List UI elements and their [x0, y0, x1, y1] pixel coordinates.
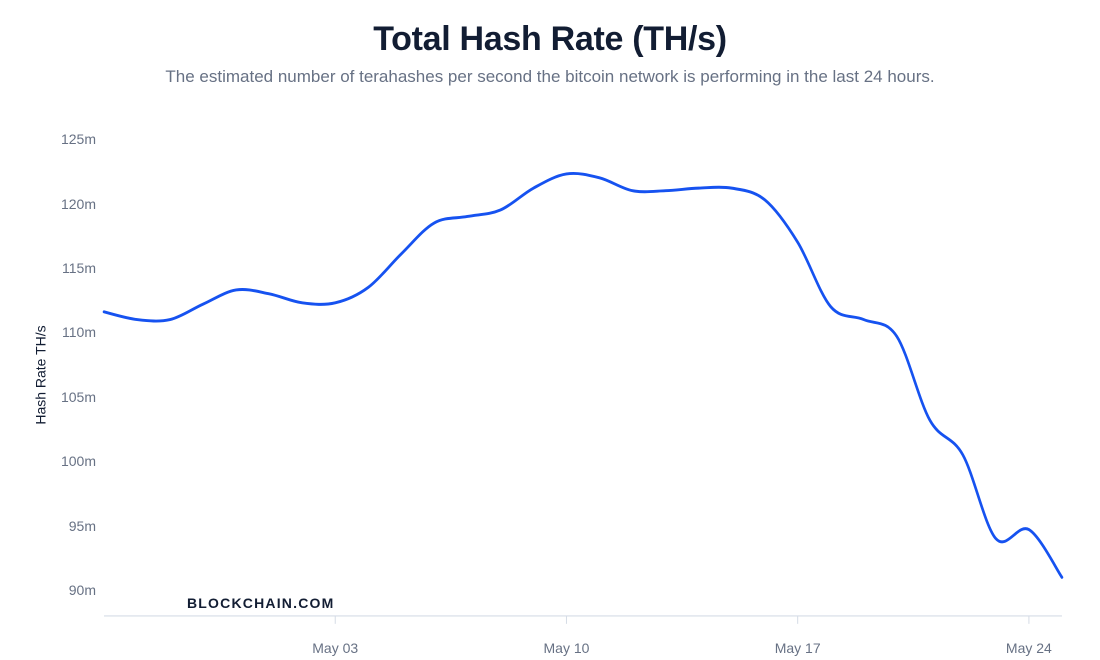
y-axis-label-wrap: Hash Rate TH/s [30, 115, 52, 634]
chart-svg [102, 115, 1070, 634]
chart-container: Total Hash Rate (TH/s) The estimated num… [0, 0, 1100, 644]
y-tick-label: 100m [61, 453, 96, 469]
x-tick-label: May 24 [1006, 640, 1052, 656]
y-tick-label: 105m [61, 389, 96, 405]
x-tick-label: May 17 [775, 640, 821, 656]
hash-rate-line [104, 173, 1062, 577]
y-axis-label: Hash Rate TH/s [33, 325, 49, 424]
plot-area: Hash Rate TH/s 90m 95m 100m 105m 110m 115m 120… [30, 115, 1070, 634]
y-tick-label: 115m [62, 260, 96, 276]
y-tick-label: 125m [61, 131, 96, 147]
chart-svg-wrap: May 03May 10May 17May 24 BLOCKCHAIN.COM [102, 115, 1070, 634]
y-tick-label: 95m [69, 518, 96, 534]
x-tick-label: May 10 [543, 640, 589, 656]
chart-subtitle: The estimated number of terahashes per s… [30, 67, 1070, 87]
y-axis-ticks: 90m 95m 100m 105m 110m 115m 120m 125m [52, 115, 102, 634]
x-axis-ticks: May 03 May 10 May 17 May 24 [102, 640, 1070, 660]
y-tick-label: 110m [62, 324, 96, 340]
y-tick-label: 90m [69, 582, 96, 598]
y-tick-label: 120m [61, 196, 96, 212]
chart-title: Total Hash Rate (TH/s) [30, 20, 1070, 59]
x-tick-label: May 03 [312, 640, 358, 656]
